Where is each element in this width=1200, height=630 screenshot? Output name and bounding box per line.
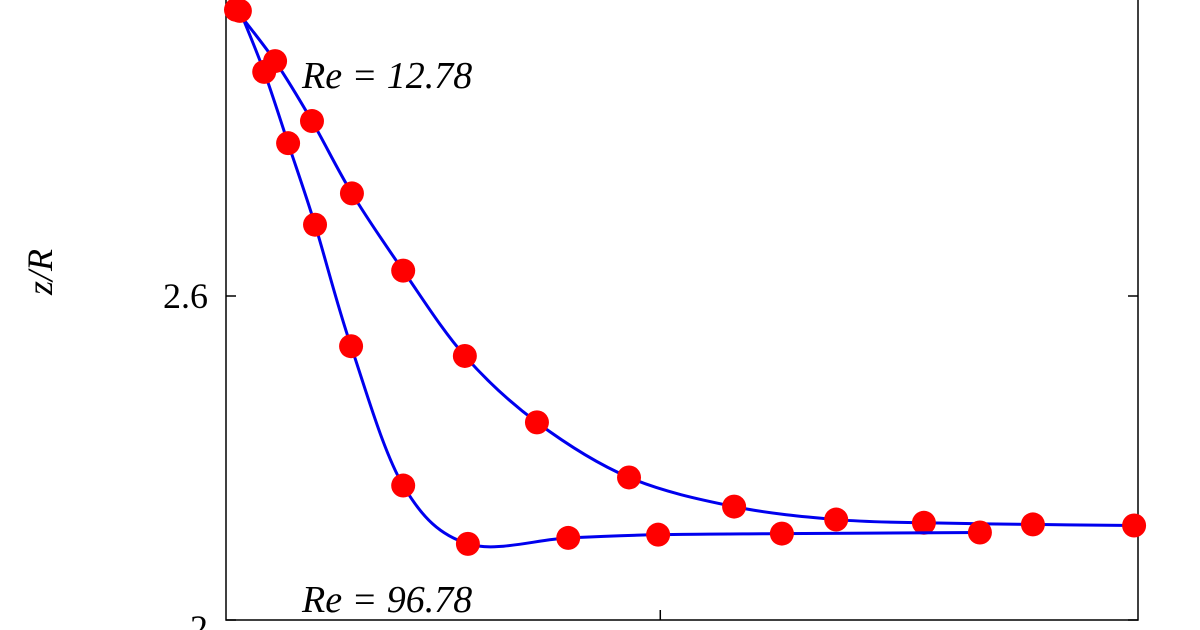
data-point xyxy=(339,334,364,359)
data-point xyxy=(769,521,794,546)
data-point xyxy=(276,131,301,156)
data-point xyxy=(556,525,581,550)
data-point xyxy=(252,59,277,84)
data-point xyxy=(227,0,252,23)
data-point xyxy=(455,531,480,556)
y-tick-label: 2 xyxy=(190,608,208,630)
data-point xyxy=(824,507,849,532)
data-point xyxy=(452,343,477,368)
data-point xyxy=(1122,513,1147,538)
data-point xyxy=(524,410,549,435)
y-tick-label: 2.6 xyxy=(163,276,208,316)
series-annotation: Re = 96.78 xyxy=(301,579,472,621)
data-point xyxy=(339,181,364,206)
data-point xyxy=(303,212,328,237)
data-point xyxy=(1020,512,1045,537)
data-point xyxy=(646,522,671,547)
y-axis-label: z/R xyxy=(20,249,60,296)
series-annotation: Re = 12.78 xyxy=(301,55,472,97)
data-point xyxy=(391,258,416,283)
data-point xyxy=(391,473,416,498)
data-point xyxy=(617,465,642,490)
data-point xyxy=(967,520,992,545)
plot-frame xyxy=(225,0,1139,621)
data-point xyxy=(299,109,324,134)
data-point xyxy=(911,510,936,535)
data-point xyxy=(722,494,747,519)
